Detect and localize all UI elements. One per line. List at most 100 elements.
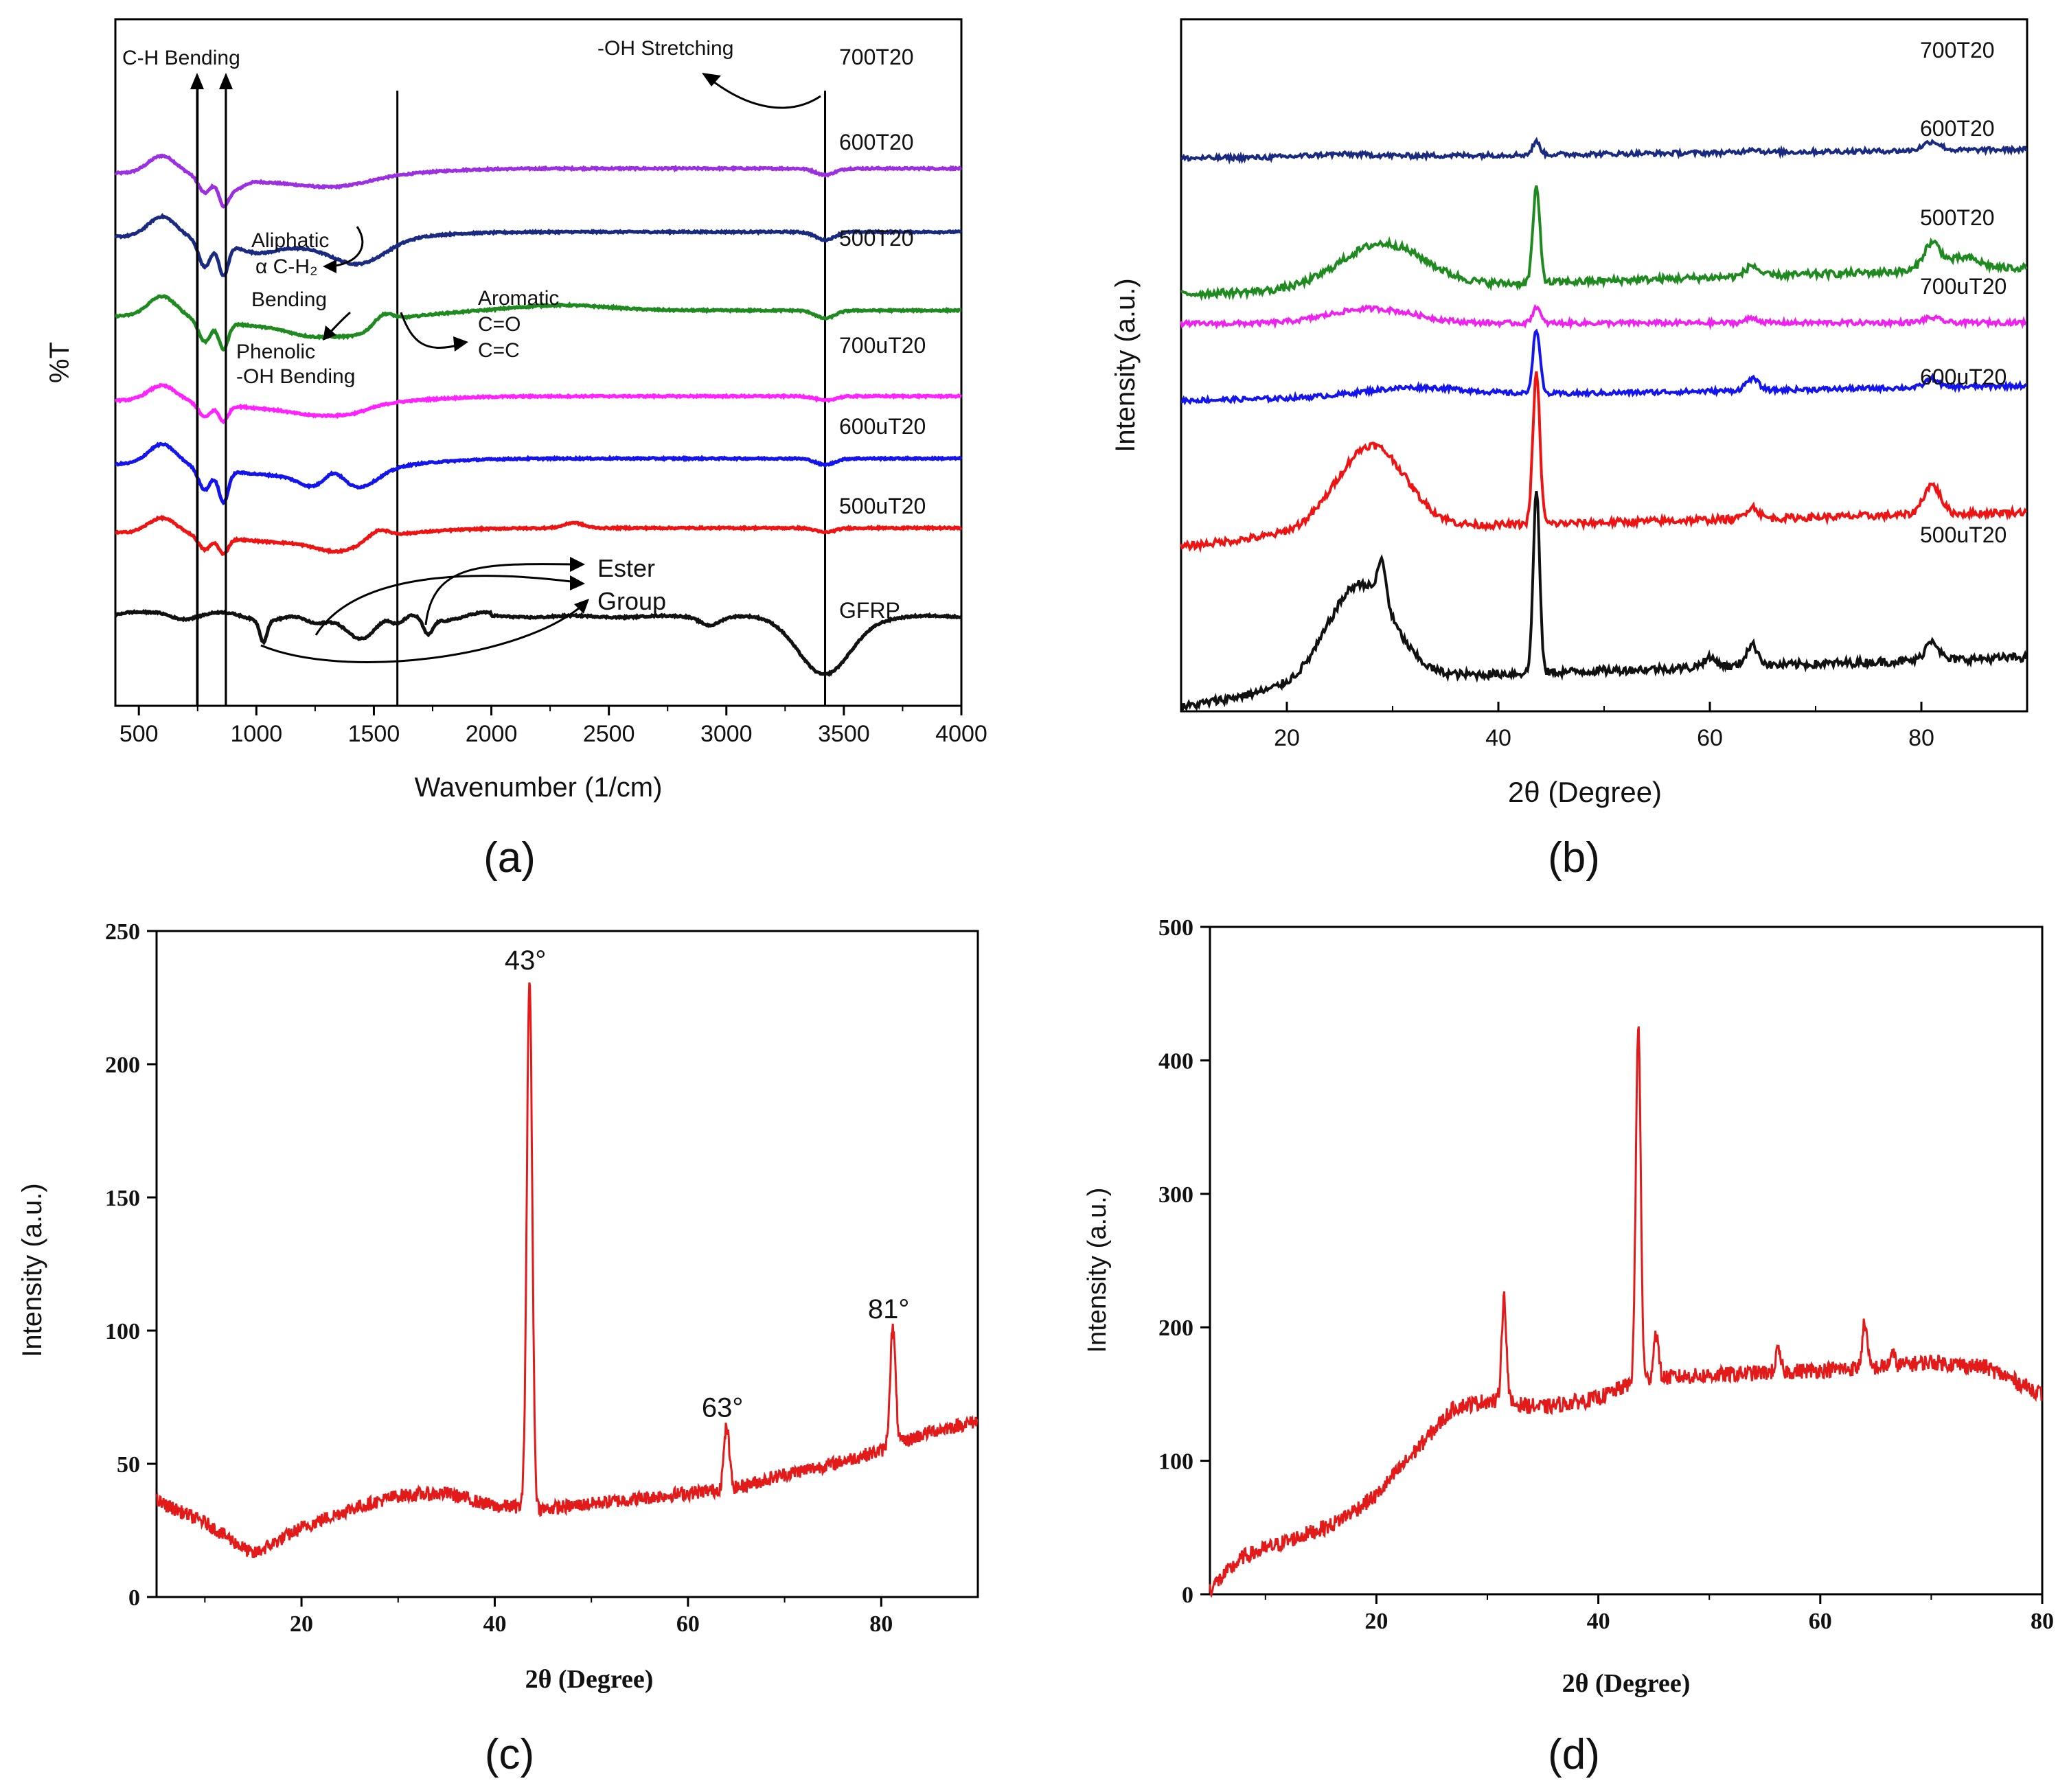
- panel-a-series-label: 600T20: [839, 130, 914, 154]
- panel-a-xtick-label: 500: [119, 721, 159, 747]
- annotation-ch-bending: C-H Bending: [122, 47, 240, 69]
- panel-d-series: [1209, 1026, 2043, 1598]
- panel-b-ylabel: Intensity (a.u.): [1110, 278, 1141, 452]
- panel-c-peak-label: 63°: [702, 1393, 744, 1423]
- panel-a-series-700uT20: [115, 382, 962, 424]
- aromatic-arrow: [400, 312, 461, 349]
- aliphatic-arrow-head: [323, 260, 336, 273]
- panel-d-ytick-label: 0: [1182, 1583, 1193, 1608]
- panel-a-series-600uT20: [115, 441, 963, 506]
- panel-b-series-600uT20: [1180, 371, 2028, 553]
- panel-b-series-500uT20: [1180, 491, 2028, 712]
- panel-c-ytick-label: 0: [128, 1585, 140, 1611]
- panel-a-caption: (a): [483, 834, 536, 882]
- panel-b-caption: (b): [1548, 834, 1600, 882]
- panel-d-ytick-label: 100: [1158, 1449, 1193, 1475]
- panel-a-series-500T20: [115, 294, 962, 352]
- panel-c-ytick-label: 200: [105, 1053, 140, 1078]
- panel-a-xtick-label: 3500: [818, 721, 870, 747]
- panel-a-series-label: 700T20: [839, 45, 914, 69]
- annotation-oh-stretching: -OH Stretching: [597, 37, 733, 60]
- panel-b-series-label: 700T20: [1920, 38, 1995, 62]
- panel-c-xlabel: 2θ (Degree): [525, 1665, 654, 1694]
- panel-c-xtick-label: 40: [483, 1611, 506, 1637]
- panel-a-series-600T20: [114, 213, 963, 277]
- panel-b-plot-frame: [1180, 18, 2028, 713]
- annotation-cc: C=C: [478, 339, 520, 362]
- panel-d-ytick-label: 200: [1158, 1316, 1193, 1341]
- ester-arrow-2-head: [570, 557, 585, 572]
- panel-a-series-label: 500uT20: [839, 494, 926, 518]
- panel-b-series-700T20: [1180, 137, 2028, 165]
- panel-c-ylabel: Intensity (a.u.): [17, 1183, 47, 1357]
- panel-a-plot-frame: [114, 18, 963, 707]
- panel-d-xtick-label: 20: [1364, 1609, 1388, 1634]
- panel-c-peak-label: 43°: [505, 945, 547, 976]
- ester-arrow-1: [315, 575, 578, 636]
- panel-a-xtick-label: 4000: [935, 721, 987, 747]
- panel-d-xtick-label: 40: [1587, 1609, 1610, 1634]
- panel-c-xtick-label: 20: [290, 1611, 313, 1637]
- panel-a-series-label: 700uT20: [839, 333, 926, 358]
- panel-b-series-label: 500uT20: [1920, 522, 2007, 547]
- panel-d-plot-frame: [1209, 926, 2044, 1596]
- panel-a-series-700T20: [114, 153, 962, 209]
- panel-b-xtick-label: 60: [1697, 725, 1723, 751]
- panel-c-series: [156, 982, 979, 1559]
- panel-d-xtick-label: 60: [1809, 1609, 1832, 1634]
- panel-a-ylabel: %T: [45, 342, 75, 383]
- panel-b-xtick-label: 80: [1908, 725, 1934, 751]
- panel-c-ytick-label: 100: [105, 1319, 140, 1344]
- panel-d-xtick-label: 80: [2031, 1609, 2054, 1634]
- panel-d-ytick-label: 300: [1158, 1182, 1193, 1208]
- panel-c-peak-label: 81°: [868, 1294, 910, 1324]
- panel-b-xlabel: 2θ (Degree): [1508, 776, 1662, 808]
- annotation-phenolic: Phenolic: [236, 341, 315, 363]
- panel-d-ytick-label: 400: [1158, 1048, 1193, 1074]
- oh-stretching-arrow-head: [702, 73, 721, 87]
- panel-a-xtick-label: 3000: [700, 721, 753, 747]
- annotation-group: Group: [597, 587, 666, 615]
- ester-arrow-3: [260, 603, 584, 663]
- annotation-aromatic: Aromatic: [478, 287, 559, 310]
- panel-d-caption: (d): [1548, 1731, 1600, 1778]
- panel-c-plot-frame: [155, 930, 979, 1598]
- aliphatic-arrow: [329, 226, 364, 268]
- panel-c-xtick-label: 80: [869, 1611, 893, 1637]
- panel-b-series-700uT20: [1180, 328, 2028, 406]
- panel-a-series-500uT20: [115, 514, 963, 557]
- panel-a-series-GFRP: [114, 608, 963, 678]
- ch-arrow-1-head: [190, 73, 204, 89]
- panel-d-xlabel: 2θ (Degree): [1562, 1669, 1691, 1698]
- panel-b-series-label: 700uT20: [1920, 274, 2007, 299]
- annotation-alpha-ch2: α C-H₂: [255, 255, 318, 278]
- panel-c-ytick-label: 150: [105, 1186, 140, 1211]
- panel-b-series-label: 600uT20: [1920, 365, 2007, 389]
- oh-stretching-arrow: [707, 76, 821, 109]
- panel-d-ylabel: Intensity (a.u.): [1083, 1188, 1112, 1353]
- panel-a-xtick-label: 1500: [348, 721, 400, 747]
- ester-arrow-1-head: [570, 575, 585, 590]
- annotation-oh-bending: -OH Bending: [236, 365, 355, 388]
- annotation-bending: Bending: [251, 288, 327, 311]
- panel-c-xtick-label: 60: [676, 1611, 700, 1637]
- panel-a-xtick-label: 2000: [466, 721, 518, 747]
- panel-b-series-600T20: [1180, 185, 2028, 301]
- panel-a-xtick-label: 2500: [583, 721, 635, 747]
- panel-d-ytick-label: 500: [1158, 915, 1193, 941]
- panel-c-xrd-chart: 20 40 60 80 0 50 100 150 200 250 43° 63° 81° 2θ (D…: [17, 919, 979, 1778]
- panel-b-xtick-label: 20: [1274, 725, 1300, 751]
- panel-a-series-label: 500T20: [839, 226, 914, 251]
- aromatic-arrow-head: [453, 336, 468, 352]
- panel-b-series-label: 500T20: [1920, 205, 1995, 230]
- panel-a-xtick-label: 1000: [231, 721, 283, 747]
- ester-arrow-3-head: [574, 599, 589, 614]
- panel-b-series-500T20: [1180, 303, 2027, 331]
- panel-b-series-label: 600T20: [1920, 116, 1995, 141]
- annotation-co: C=O: [478, 313, 521, 336]
- panel-d-xrd-chart: 20 40 60 80 0 100 200 300 400 500 2θ (Degree) In…: [1083, 915, 2054, 1778]
- panel-a-ftir-chart: 500 1000 1500 2000 2500 3000 3500 4000 700T20 60…: [45, 18, 987, 882]
- panel-b-xtick-label: 40: [1485, 725, 1511, 751]
- annotation-ester: Ester: [597, 554, 655, 582]
- ch-arrow-2-head: [219, 73, 233, 89]
